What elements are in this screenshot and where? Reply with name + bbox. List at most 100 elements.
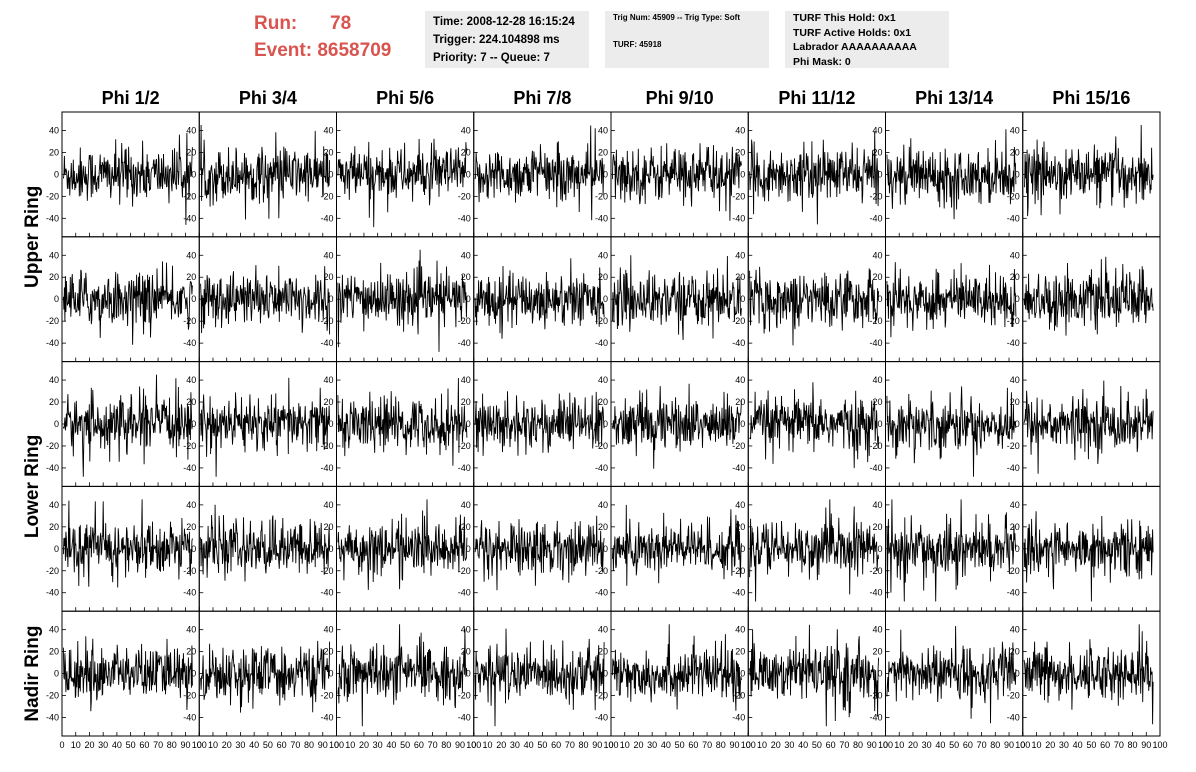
- waveform-trace: [749, 131, 880, 225]
- x-tick-label: 30: [922, 740, 932, 750]
- x-tick-label: 20: [771, 740, 781, 750]
- x-tick-label: 50: [812, 740, 822, 750]
- turf-info-box: TURF This Hold: 0x1 TURF Active Holds: 0…: [785, 11, 949, 68]
- y-tick-label: 20: [323, 522, 333, 532]
- y-tick-label: 20: [49, 397, 59, 407]
- y-tick-label: 0: [54, 419, 59, 429]
- x-tick-label: 10: [620, 740, 630, 750]
- y-tick-label: 0: [603, 669, 608, 679]
- y-tick-label: -20: [869, 441, 882, 451]
- y-tick-label: 20: [735, 522, 745, 532]
- x-tick-label: 20: [633, 740, 643, 750]
- x-tick-label: 0: [197, 740, 202, 750]
- y-tick-label: 0: [466, 669, 471, 679]
- phi-mask-line: Phi Mask: 0: [793, 55, 851, 68]
- waveform-trace: [200, 504, 331, 582]
- y-tick-label: -20: [732, 566, 745, 576]
- x-tick-label: 90: [181, 740, 191, 750]
- y-tick-label: -40: [183, 713, 196, 723]
- x-tick-label: 100: [466, 740, 481, 750]
- column-title: Phi 9/10: [646, 88, 714, 108]
- y-tick-label: 20: [1010, 647, 1020, 657]
- x-tick-label: 60: [963, 740, 973, 750]
- waveform-trace: [749, 499, 880, 602]
- column-title: Phi 13/14: [915, 88, 993, 108]
- y-tick-label: 20: [1010, 272, 1020, 282]
- x-tick-label: 40: [661, 740, 671, 750]
- y-tick-label: 20: [186, 397, 196, 407]
- y-tick-label: -20: [183, 441, 196, 451]
- time-info-box: Time: 2008-12-28 16:15:24 Trigger: 224.1…: [425, 11, 589, 68]
- x-tick-label: 60: [414, 740, 424, 750]
- y-tick-label: -40: [595, 213, 608, 223]
- x-tick-label: 10: [894, 740, 904, 750]
- y-tick-label: 40: [186, 250, 196, 260]
- y-tick-label: -40: [458, 463, 471, 473]
- y-tick-label: -40: [320, 588, 333, 598]
- waveform-trace: [337, 499, 468, 590]
- waveform-trace: [474, 391, 605, 456]
- x-tick-label: 10: [482, 740, 492, 750]
- x-tick-label: 40: [112, 740, 122, 750]
- x-tick-label: 30: [235, 740, 245, 750]
- y-tick-label: 0: [877, 294, 882, 304]
- y-tick-label: 0: [740, 419, 745, 429]
- waveform-trace: [886, 386, 1017, 477]
- y-tick-label: 40: [186, 500, 196, 510]
- y-tick-label: -20: [320, 316, 333, 326]
- y-tick-label: -40: [46, 338, 59, 348]
- x-tick-label: 20: [84, 740, 94, 750]
- labrador-line: Labrador AAAAAAAAAA: [793, 41, 917, 53]
- y-tick-label: 20: [872, 522, 882, 532]
- y-tick-label: 40: [323, 500, 333, 510]
- y-tick-label: -40: [732, 213, 745, 223]
- y-tick-label: -20: [595, 691, 608, 701]
- y-tick-label: 0: [603, 419, 608, 429]
- y-tick-label: 40: [598, 500, 608, 510]
- y-tick-label: -20: [46, 566, 59, 576]
- y-tick-label: 20: [323, 147, 333, 157]
- y-tick-label: 20: [186, 147, 196, 157]
- x-tick-label: 20: [1045, 740, 1055, 750]
- x-tick-label: 30: [784, 740, 794, 750]
- y-tick-label: -20: [46, 191, 59, 201]
- y-tick-label: 40: [598, 250, 608, 260]
- waveform-trace: [1023, 511, 1154, 602]
- y-tick-label: -40: [595, 463, 608, 473]
- y-tick-label: -20: [869, 191, 882, 201]
- y-tick-label: -20: [458, 441, 471, 451]
- y-tick-label: -20: [320, 691, 333, 701]
- y-tick-label: 0: [191, 169, 196, 179]
- y-tick-label: -20: [595, 566, 608, 576]
- y-tick-label: 0: [328, 169, 333, 179]
- y-tick-label: 40: [323, 250, 333, 260]
- y-tick-label: -20: [320, 191, 333, 201]
- y-tick-label: 20: [186, 272, 196, 282]
- x-tick-label: 80: [853, 740, 863, 750]
- x-tick-label: 80: [579, 740, 589, 750]
- y-tick-label: -40: [1007, 713, 1020, 723]
- y-tick-label: -20: [46, 316, 59, 326]
- x-tick-label: 100: [329, 740, 344, 750]
- x-tick-label: 90: [318, 740, 328, 750]
- x-tick-label: 80: [304, 740, 314, 750]
- trig-num-line: Trig Num: 45909 -- Trig Type: Soft: [613, 13, 740, 22]
- y-tick-label: -40: [595, 588, 608, 598]
- time-line: Time: 2008-12-28 16:15:24: [433, 16, 575, 28]
- waveform-trace: [200, 124, 331, 220]
- y-tick-label: 20: [872, 397, 882, 407]
- y-tick-label: -40: [869, 213, 882, 223]
- waveform-trace: [1023, 256, 1154, 336]
- y-tick-label: 20: [186, 647, 196, 657]
- y-tick-label: 0: [877, 169, 882, 179]
- waveform-trace: [611, 143, 742, 221]
- waveform-trace: [200, 640, 331, 713]
- y-tick-label: -40: [320, 713, 333, 723]
- x-tick-label: 40: [386, 740, 396, 750]
- column-title: Phi 3/4: [239, 88, 297, 108]
- x-tick-label: 20: [222, 740, 232, 750]
- waveform-trace: [474, 258, 605, 339]
- x-tick-label: 60: [1100, 740, 1110, 750]
- y-tick-label: 40: [735, 250, 745, 260]
- y-tick-label: 20: [735, 272, 745, 282]
